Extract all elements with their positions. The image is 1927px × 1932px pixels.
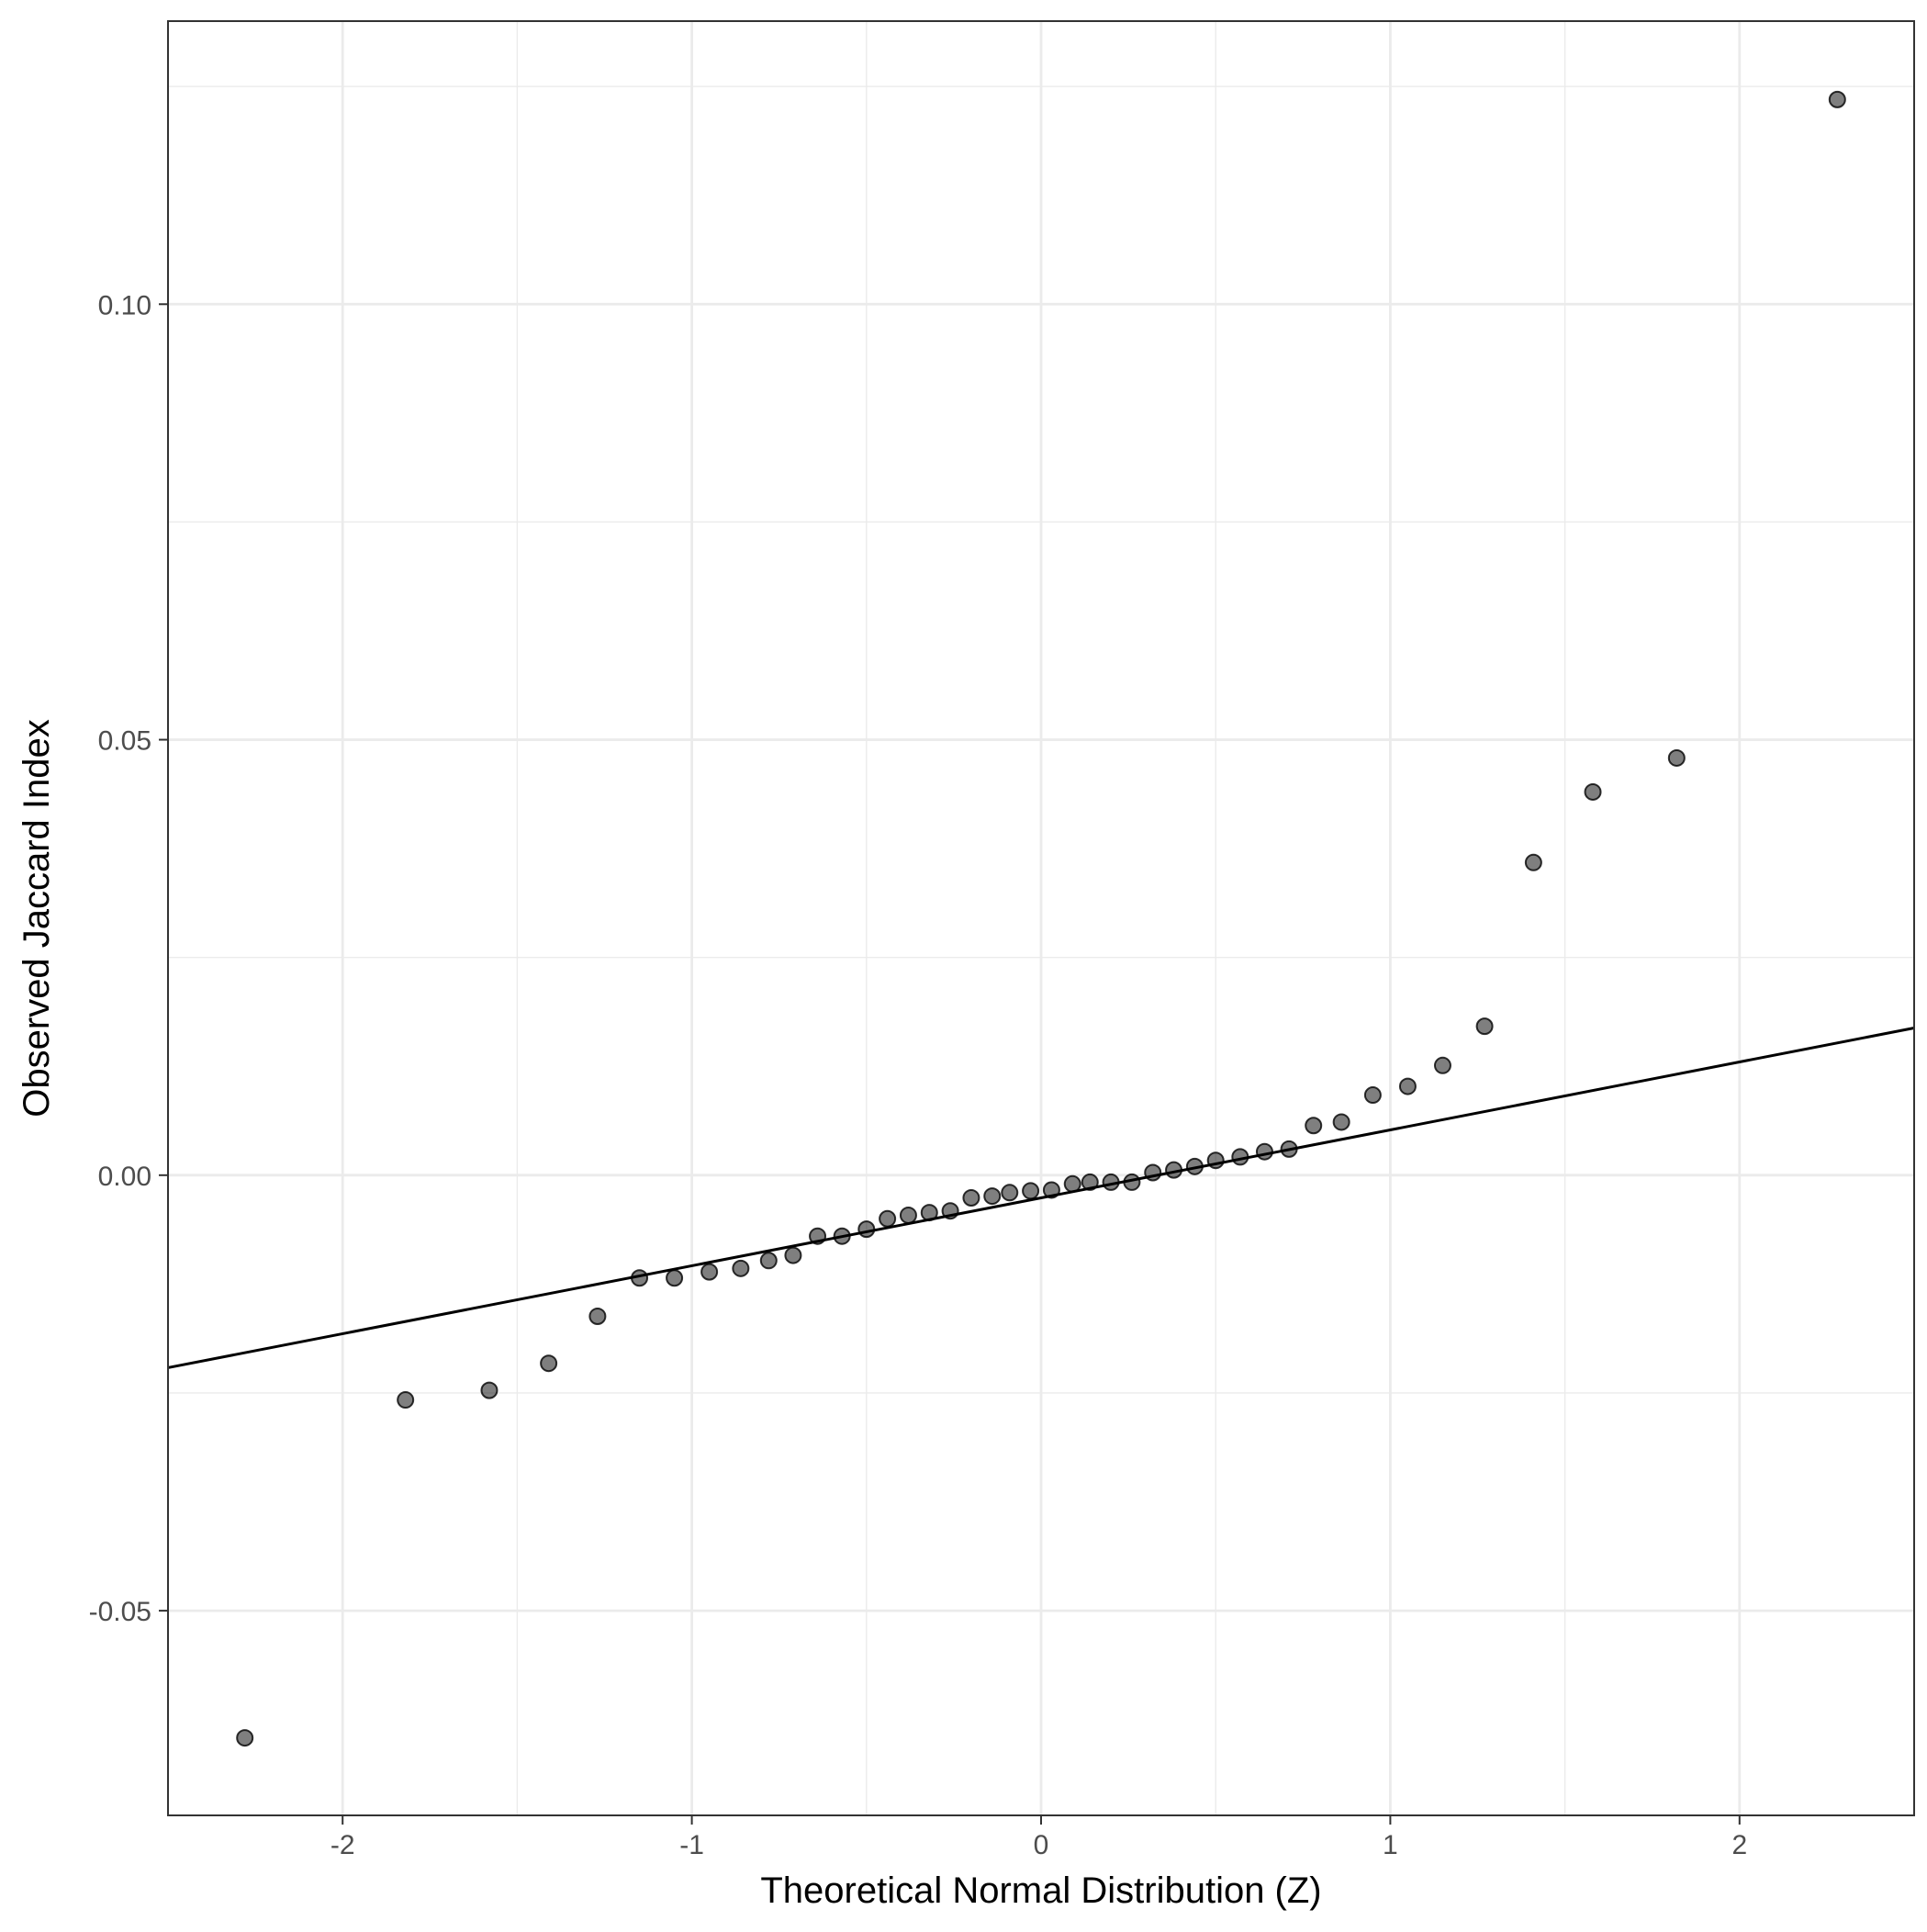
data-point (1144, 1163, 1162, 1182)
data-point (397, 1391, 415, 1410)
data-point (700, 1263, 719, 1281)
data-point (1524, 853, 1542, 871)
data-point (1123, 1173, 1141, 1191)
y-axis-title: Observed Jaccard Index (17, 719, 57, 1118)
y-tick-label: 0.05 (98, 726, 151, 757)
data-point (1475, 1017, 1494, 1036)
data-point (236, 1729, 254, 1747)
data-point (962, 1188, 980, 1207)
data-point (1255, 1142, 1273, 1161)
data-point (732, 1259, 750, 1277)
data-point (759, 1252, 778, 1270)
data-point (1081, 1173, 1099, 1191)
data-point (1231, 1148, 1249, 1166)
data-point (1433, 1056, 1451, 1074)
data-point (1001, 1184, 1019, 1202)
data-point (833, 1227, 851, 1245)
data-point (1165, 1161, 1183, 1179)
y-axis-ticks: -0.05 0.00 0.05 0.10 (89, 290, 168, 1627)
data-point (920, 1204, 938, 1222)
data-point (1280, 1140, 1298, 1158)
data-point (1063, 1174, 1081, 1193)
x-tick-label: -2 (331, 1830, 355, 1860)
data-point (784, 1246, 802, 1264)
x-tick-label: -1 (679, 1830, 704, 1860)
data-point (588, 1307, 607, 1325)
data-point (666, 1269, 684, 1287)
x-axis-ticks: -2 -1 0 1 2 (331, 1815, 1747, 1860)
data-points (236, 90, 1846, 1747)
data-point (1584, 782, 1602, 801)
data-point (983, 1187, 1002, 1206)
data-point (879, 1209, 897, 1228)
data-point (857, 1220, 876, 1239)
y-tick-label: -0.05 (89, 1597, 151, 1627)
data-point (1022, 1182, 1040, 1200)
data-point (1206, 1151, 1225, 1170)
data-point (1398, 1077, 1417, 1095)
x-tick-label: 1 (1383, 1830, 1398, 1860)
y-tick-label: 0.00 (98, 1162, 151, 1192)
data-point (480, 1381, 499, 1399)
reference-line (167, 1027, 1915, 1369)
data-point (899, 1206, 917, 1224)
data-point (631, 1269, 649, 1287)
data-point (1667, 748, 1686, 767)
data-point (809, 1227, 827, 1245)
data-point (1185, 1157, 1204, 1175)
data-point (1042, 1181, 1060, 1199)
x-tick-label: 0 (1034, 1830, 1049, 1860)
x-axis-title: Theoretical Normal Distribution (Z) (760, 1870, 1321, 1911)
data-point (1363, 1086, 1382, 1105)
data-point (1828, 90, 1846, 108)
data-point (540, 1354, 558, 1373)
data-point (1102, 1173, 1120, 1191)
data-point (1332, 1113, 1350, 1131)
major-gridlines (168, 21, 1914, 1815)
x-tick-label: 2 (1731, 1830, 1747, 1860)
data-point (1305, 1117, 1323, 1135)
y-tick-label: 0.10 (98, 290, 151, 320)
data-point (941, 1202, 959, 1220)
